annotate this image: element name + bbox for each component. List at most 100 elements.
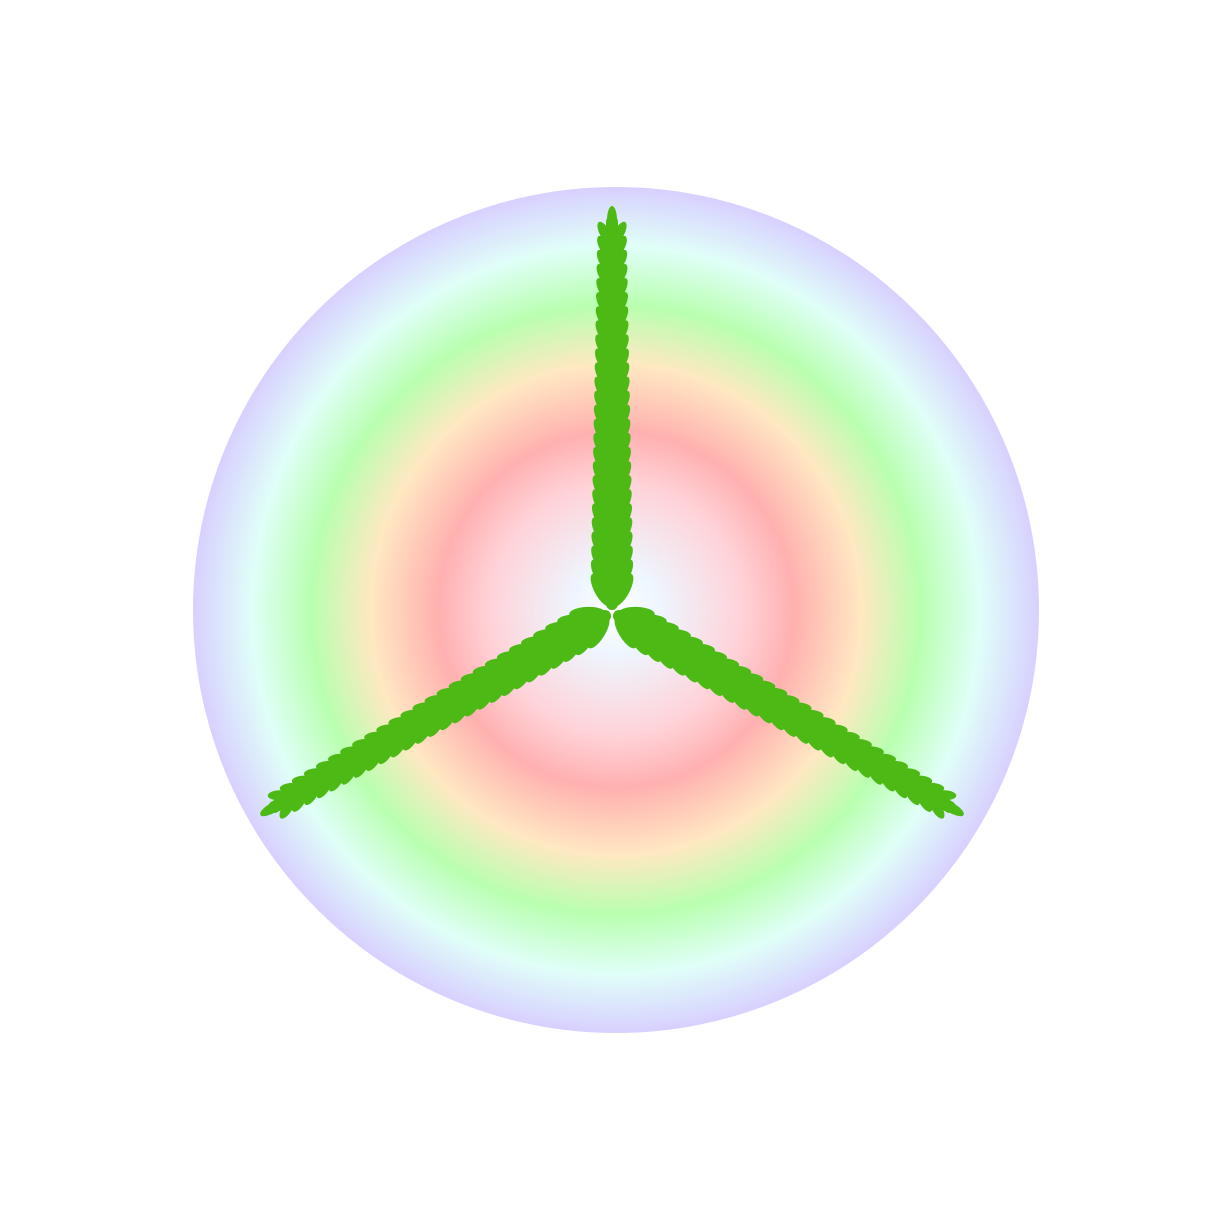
frond-leaflet (594, 376, 612, 404)
frond-leaflet (612, 404, 631, 433)
frond-leaflet (592, 475, 612, 505)
frond-leaflet (612, 292, 628, 316)
frond-leaflet (853, 754, 871, 778)
frond-tip (260, 799, 285, 817)
frond-leaflet (591, 503, 612, 534)
frond-leaflet (765, 703, 785, 731)
frond-leaflet (550, 638, 572, 669)
frond-leaflet (815, 732, 834, 758)
frond-leaflet (513, 660, 534, 690)
frond-leaflet (390, 732, 409, 758)
frond-leaflet (664, 645, 686, 676)
frond-leaflet (575, 624, 597, 656)
frond-leaflet (596, 249, 612, 273)
frond-leaflet (612, 249, 628, 273)
frond-leaflet (279, 782, 305, 794)
frond-leaflet (690, 660, 711, 690)
frond-leaflet (596, 278, 612, 302)
frond-leaflet (612, 418, 631, 447)
frond-leaflet (727, 682, 748, 710)
frond-leaflet (488, 674, 509, 703)
frond-leaflet (464, 689, 484, 717)
frond-leaflet (612, 545, 633, 578)
frond-leaflet (878, 768, 896, 792)
frond-leaflet (593, 404, 612, 433)
frond-leaflet (894, 768, 921, 779)
frond-leaflet (612, 320, 629, 345)
frond-leaflet (593, 418, 612, 447)
frond-leaflet (715, 674, 736, 703)
frond-leaflet (594, 390, 612, 418)
frond-leaflet (612, 235, 627, 258)
frond-leaflet (595, 320, 612, 345)
frond-leaflet (267, 790, 292, 801)
frond-leaflet (590, 559, 612, 592)
frond-leaflet (752, 696, 773, 724)
frond-leaflet (612, 390, 630, 418)
frond-leaflet (932, 790, 957, 801)
frond-leaflet (279, 797, 295, 819)
frond-leaflet (841, 747, 859, 771)
frond-leaflet (538, 645, 560, 676)
frond-leaflet (612, 559, 634, 592)
frond-leaflet (612, 348, 630, 374)
frond-leaflet (597, 235, 612, 258)
frond-leaflet (378, 739, 396, 765)
frond-leaflet (476, 682, 497, 710)
frond-leaflet (612, 489, 632, 520)
frond-leaflet (593, 447, 612, 476)
fern-frond (260, 606, 612, 819)
frond-leaflet (790, 718, 810, 744)
frond-leaflet (612, 517, 633, 549)
frond-leaflet (595, 334, 612, 360)
frond-leaflet (592, 461, 612, 491)
frond-leaflet (612, 573, 634, 607)
frond-leaflet (427, 710, 446, 737)
frond-stem (268, 610, 612, 813)
frond-leaflet (590, 573, 612, 607)
frond-leaflet (612, 306, 629, 331)
frond-leaflet (907, 775, 933, 786)
frond-leaflet (828, 739, 846, 765)
fern-fronds (260, 206, 964, 819)
frond-leaflet (612, 432, 631, 462)
frond-leaflet (740, 689, 760, 717)
frond-leaflet (929, 797, 945, 819)
frond-leaflet (439, 703, 459, 731)
frond-leaflet (591, 517, 612, 549)
frond-leaflet (612, 263, 628, 287)
frond-leaflet (291, 775, 317, 786)
frond-leaflet (596, 263, 612, 287)
frond-leaflet (304, 783, 320, 806)
frond-leaflet (451, 696, 472, 724)
frond-leaflet (916, 790, 933, 812)
frond-leaflet (591, 545, 612, 578)
frond-leaflet (597, 221, 612, 244)
fern-frond (612, 606, 964, 819)
rainbow-disc (193, 187, 1039, 1033)
frond-leaflet (596, 292, 612, 316)
frond-leaflet (891, 775, 908, 799)
frond-leaflet (612, 221, 627, 244)
fern-frond (590, 206, 634, 610)
frond-leaflet (595, 306, 612, 331)
frond-leaflet (866, 761, 883, 785)
frond-leaflet (677, 653, 699, 683)
frond-leaflet (414, 718, 434, 744)
frond-leaflet (612, 362, 630, 389)
frond-leaflet (402, 725, 421, 751)
frond-leaflet (612, 376, 630, 404)
frond-leaflet (341, 761, 358, 785)
frond-stem (612, 610, 956, 813)
frond-leaflet (593, 432, 612, 462)
frond-leaflet (652, 638, 674, 669)
frond-leaflet (562, 631, 585, 662)
frond-leaflet (291, 790, 308, 812)
frond-leaflet (612, 475, 632, 505)
frond-leaflet (627, 624, 649, 656)
frond-leaflet (612, 531, 633, 563)
frond-leaflet (904, 783, 920, 806)
frond-leaflet (328, 768, 346, 792)
